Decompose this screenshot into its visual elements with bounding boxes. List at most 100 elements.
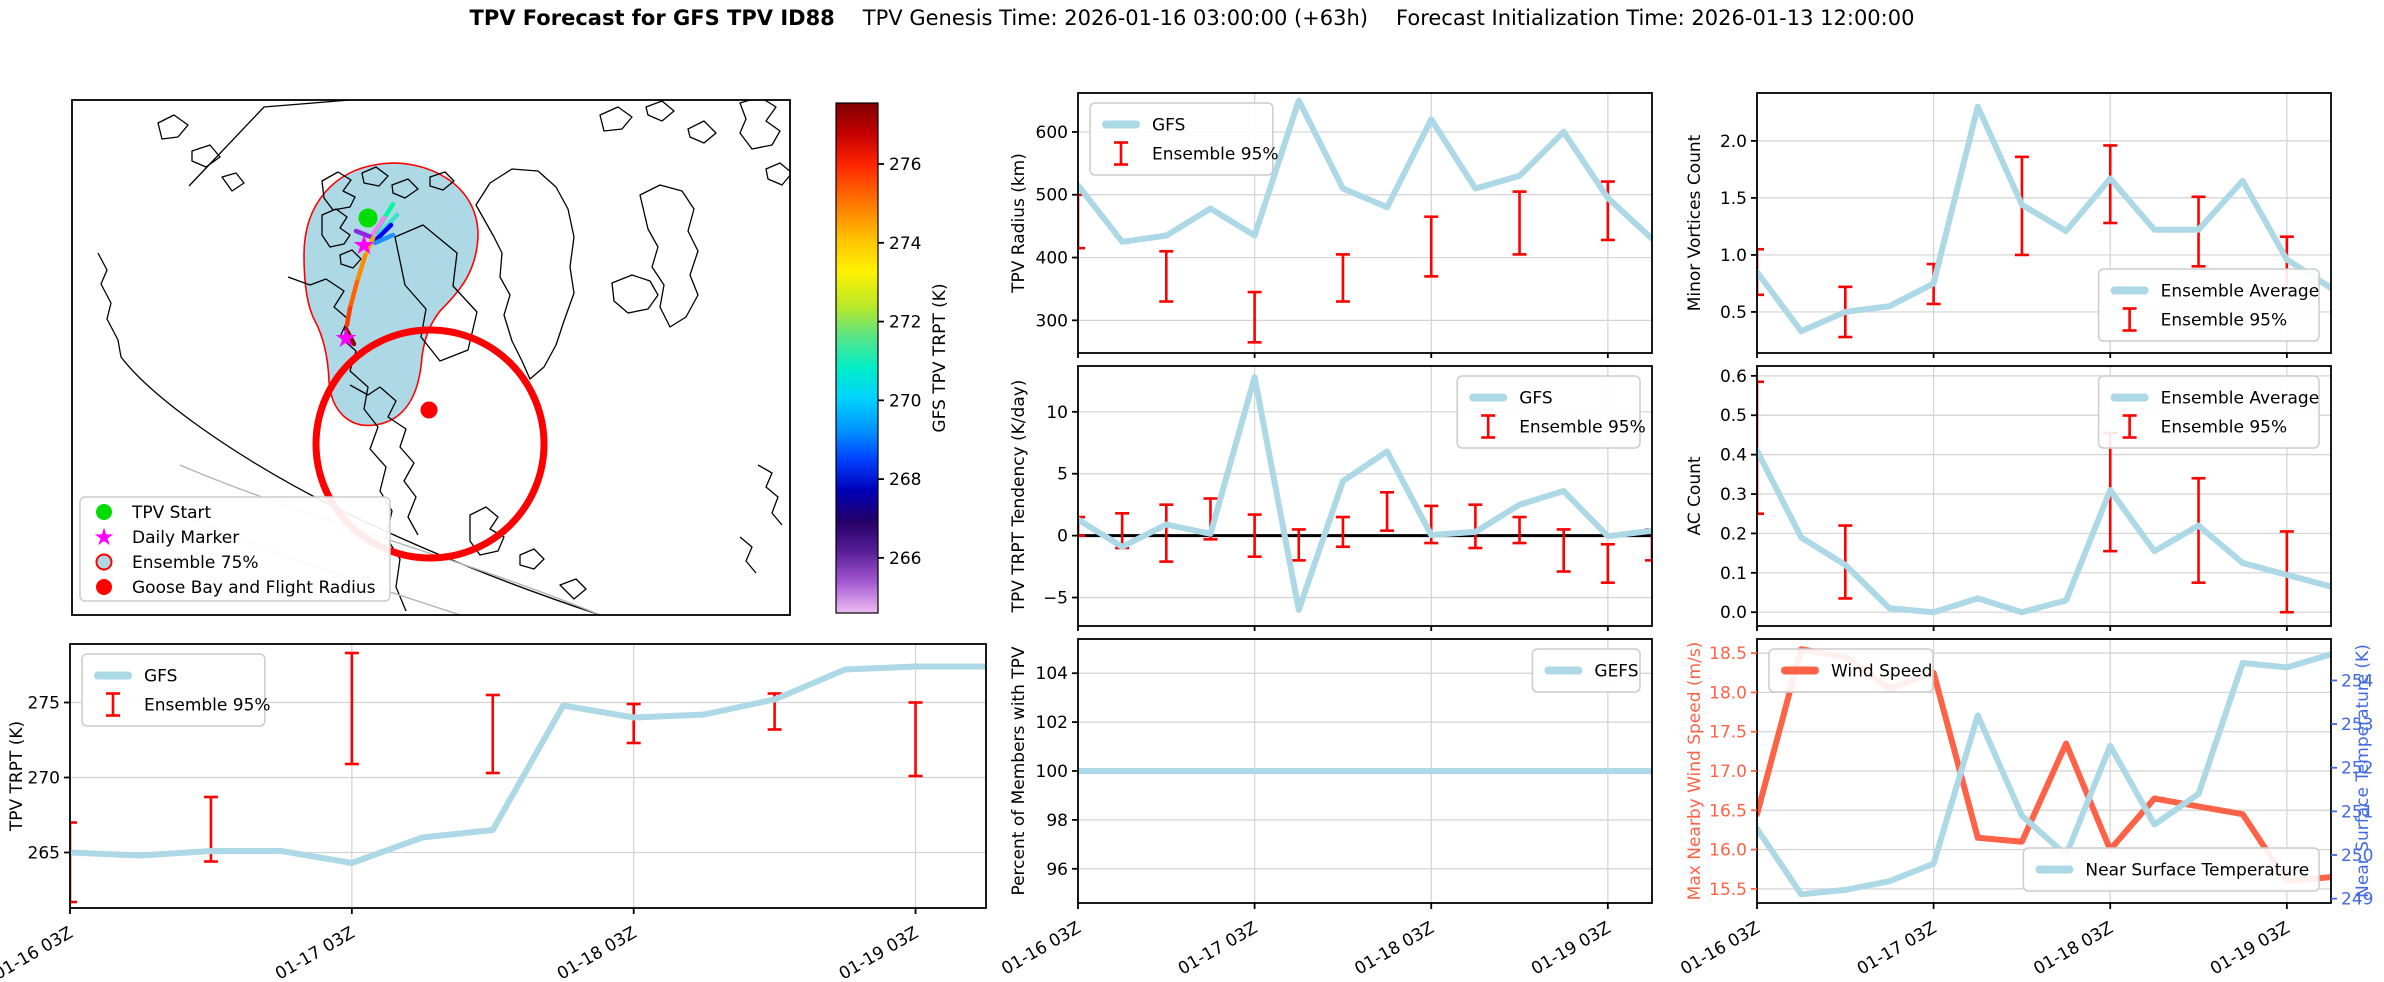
y-tick-label: 17.0 xyxy=(1709,762,1747,782)
series-gfs xyxy=(1078,97,1652,245)
y-tick-label-right: 249 xyxy=(2341,890,2373,910)
coastline xyxy=(97,252,601,615)
colorbar-tick-label: 268 xyxy=(889,470,921,490)
coastline xyxy=(739,100,790,186)
svg-text:★: ★ xyxy=(93,523,115,551)
ensemble-75-region xyxy=(303,162,479,427)
x-tick-label: 01-19 03Z xyxy=(1528,918,1614,979)
y-axis-label: TPV TRPT Tendency (K/day) xyxy=(1009,380,1029,614)
x-tick-label: 01-17 03Z xyxy=(1854,918,1940,979)
ensemble-errorbars xyxy=(1078,490,1652,584)
map-border xyxy=(71,99,791,616)
y-tick-label: 98 xyxy=(1046,811,1068,831)
legend-label: Near Surface Temperature xyxy=(2085,861,2309,881)
y-tick-label: 500 xyxy=(1036,186,1068,206)
tpv-track-segment xyxy=(362,235,376,259)
tpv-track-segment xyxy=(372,232,396,246)
y-axis-label-right: Near Surface Temperature (K) xyxy=(2353,644,2373,898)
y-tick-label: 18.0 xyxy=(1709,683,1747,703)
y-tick-label: 5 xyxy=(1057,465,1068,485)
plot-border xyxy=(1077,92,1653,354)
y-tick-label: 300 xyxy=(1036,311,1068,331)
tpv-track-segment xyxy=(354,253,368,285)
colorbar-tick-label: 272 xyxy=(889,313,921,333)
title-genesis: TPV Genesis Time: 2026-01-16 03:00:00 (+… xyxy=(862,6,1369,30)
y-axis-label: Max Nearby Wind Speed (m/s) xyxy=(1685,642,1705,901)
colorbar-tick-label: 276 xyxy=(889,155,921,175)
series-gfs xyxy=(1078,374,1652,613)
y-tick-label: 10 xyxy=(1046,403,1068,423)
legend: Ensemble Average Ensemble 95% xyxy=(2097,375,2320,449)
y-tick-label: 600 xyxy=(1036,123,1068,143)
legend-label: Ensemble 95% xyxy=(2161,418,2288,438)
y-tick-label: 400 xyxy=(1036,249,1068,269)
chart-percent-svg: 96 98 100 102 104 01-16 03Z 01-17 03Z 01-18 03Z… xyxy=(998,638,1653,979)
y-tick-label: 18.5 xyxy=(1709,644,1747,664)
y-tick-label: 0.5 xyxy=(1720,303,1747,323)
figure-title: TPV Forecast for GFS TPV ID88 TPV Genesis… xyxy=(0,6,2384,30)
legend-label: Ensemble 95% xyxy=(1152,145,1279,165)
tpv-track-segment xyxy=(344,305,353,328)
tpv-track-segment xyxy=(353,228,374,240)
daily-marker-star: ★ xyxy=(352,230,376,261)
chart-windtemp: 15.5 16.0 16.5 17.0 17.5 18.0 18.5 249 250 251 252… xyxy=(1677,626,2384,982)
y-tick-label: 0.1 xyxy=(1720,564,1747,584)
chart-windtemp-svg: 15.5 16.0 16.5 17.0 17.5 18.0 18.5 249 250 251 252… xyxy=(1677,638,2373,979)
chart-minor-svg: 0.5 1.0 1.5 2.0 Minor Vortices Count Ensemble… xyxy=(1685,92,2332,359)
legend-label: Ensemble Average xyxy=(2161,389,2320,409)
series-ensemble-average xyxy=(1757,447,2331,616)
chart-radius-svg: 300 400 500 600 TPV Radius (km) GFS Ensemble 9… xyxy=(1009,92,1653,359)
chart-tendency: −5 0 5 10 TPV TRPT Tendency (K/day) GFS Ensemb… xyxy=(1000,353,1674,632)
map-legend-label: TPV Start xyxy=(131,503,212,523)
goose-bay-marker xyxy=(420,401,438,419)
legend-label: Wind Speed xyxy=(1831,662,1932,682)
chart-ac: 0.0 0.1 0.2 0.3 0.4 0.5 0.6 AC Count Ensemble Av… xyxy=(1680,353,2384,632)
tpv-track-segment xyxy=(347,279,360,311)
tpv-track-segment xyxy=(370,215,387,237)
coastline xyxy=(611,274,659,314)
y-axis-label: AC Count xyxy=(1685,456,1705,535)
map-legend-label: Ensemble 75% xyxy=(132,553,259,573)
chart-percent: 96 98 100 102 104 01-16 03Z 01-17 03Z 01-18 03Z… xyxy=(998,626,1674,982)
coastline xyxy=(475,168,575,380)
legend: GFS Ensemble 95% xyxy=(81,653,271,727)
y-tick-label-right: 252 xyxy=(2341,759,2373,779)
y-tick-label: 102 xyxy=(1036,713,1068,733)
y-axis-label: Minor Vortices Count xyxy=(1685,134,1705,311)
y-tick-label: 2.0 xyxy=(1720,132,1747,152)
chart-ac-svg: 0.0 0.1 0.2 0.3 0.4 0.5 0.6 AC Count Ensemble Av… xyxy=(1685,365,2332,632)
chart-trpt: 265 270 275 01-16 03Z 01-17 03Z 01-18 03Z 01-1… xyxy=(0,628,1000,982)
legend: Ensemble Average Ensemble 95% xyxy=(2097,268,2320,342)
x-tick-label: 01-19 03Z xyxy=(836,923,922,982)
y-axis-label: TPV Radius (km) xyxy=(1009,153,1029,294)
y-tick-label: 0.4 xyxy=(1720,446,1747,466)
coastline xyxy=(157,114,245,192)
chart-minor: 0.5 1.0 1.5 2.0 Minor Vortices Count Ensemble… xyxy=(1680,80,2384,359)
y-tick-label: −5 xyxy=(1043,589,1068,609)
y-tick-label-right: 251 xyxy=(2341,802,2373,822)
coastline xyxy=(188,100,351,187)
legend: GFS Ensemble 95% xyxy=(1456,375,1646,449)
plot-border xyxy=(1756,92,2332,354)
y-axis-label: Percent of Members with TPV xyxy=(1009,646,1029,895)
x-tick-label: 01-18 03Z xyxy=(1351,918,1437,979)
legend-label: Ensemble Average xyxy=(2161,282,2320,302)
map-legend-label: Daily Marker xyxy=(132,528,239,548)
series-ensemble-average xyxy=(1757,103,2331,335)
y-tick-label: 16.5 xyxy=(1709,801,1747,821)
map-legend-label: Goose Bay and Flight Radius xyxy=(132,578,376,598)
coastline xyxy=(739,464,783,574)
tpv-track-segment xyxy=(373,222,394,243)
plot-border xyxy=(69,643,987,909)
tpv-start-marker xyxy=(358,208,378,228)
x-tick-label: 01-19 03Z xyxy=(2207,918,2293,979)
coastline xyxy=(394,224,478,362)
y-tick-label: 104 xyxy=(1036,664,1068,684)
y-tick-label: 270 xyxy=(28,769,60,789)
plot-border xyxy=(1756,365,2332,627)
coastline xyxy=(639,184,699,328)
series-near-surface-temperature xyxy=(1757,651,2331,898)
x-tick-label: 01-16 03Z xyxy=(0,923,77,982)
